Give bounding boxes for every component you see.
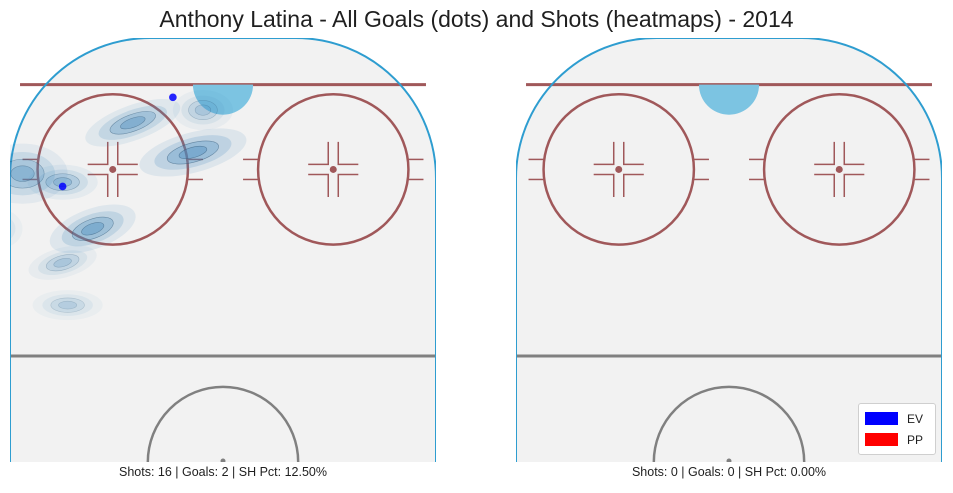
chart-title: Anthony Latina - All Goals (dots) and Sh…: [159, 6, 794, 32]
shot-density-contour: [166, 140, 219, 165]
boards: [516, 38, 942, 462]
legend-label-ev: EV: [907, 411, 924, 426]
faceoff-ring: [542, 93, 696, 246]
legend-entry-ev: EV: [865, 408, 929, 429]
l-marking: [623, 141, 644, 166]
shot-density-contour: [188, 100, 218, 121]
goal-crease: [698, 84, 760, 115]
shot-density-contour: [10, 211, 23, 247]
stats-left: Shots: 16 | Goals: 2 | SH Pct: 12.50%: [119, 465, 327, 479]
l-marking: [337, 141, 359, 166]
shot-density-contour: [61, 211, 124, 247]
shot-density-contour: [50, 297, 85, 313]
legend: EV PP: [858, 403, 936, 455]
faceoff-circle-left: [22, 93, 203, 246]
shot-density-contour: [120, 116, 146, 130]
shot-density-contour: [178, 145, 208, 160]
shot-density-contour: [10, 143, 68, 204]
shot-density-contour: [81, 222, 105, 236]
stats-right: Shots: 0 | Goals: 0 | SH Pct: 0.00%: [631, 465, 827, 479]
shot-density-contour: [181, 95, 225, 125]
legend-swatch-pp: [865, 433, 898, 446]
l-marking: [87, 173, 109, 198]
l-marking: [843, 141, 865, 166]
goal-dot: [58, 182, 67, 191]
l-marking: [337, 173, 359, 198]
l-marking: [814, 141, 835, 166]
shot-density-contour: [10, 165, 35, 182]
l-marking: [593, 141, 615, 166]
shot-density-contour: [10, 218, 16, 240]
shot-density-contour: [32, 290, 103, 321]
faceoff-ring: [36, 93, 190, 246]
legend-entry-pp: PP: [865, 429, 929, 450]
shot-heatmap: [10, 90, 247, 321]
l-marking: [87, 141, 109, 166]
shot-density-contour: [45, 173, 80, 191]
shot-density-contour: [27, 164, 98, 200]
shot-density-contour: [10, 152, 55, 196]
center-circle: [652, 385, 806, 462]
faceoff-ring: [256, 93, 410, 246]
legend-label-pp: PP: [907, 432, 924, 447]
faceoff-ring: [762, 93, 916, 246]
shot-density-contour: [10, 158, 45, 189]
shot-density-contour: [154, 135, 232, 170]
shot-density-contour: [194, 104, 212, 116]
shot-density-contour: [71, 216, 114, 241]
l-marking: [593, 173, 615, 198]
l-marking: [623, 173, 644, 198]
faceoff-circle-left: [528, 93, 709, 246]
l-marking: [814, 173, 835, 198]
shot-density-contour: [98, 105, 167, 140]
center-dot: [726, 458, 732, 462]
l-marking: [117, 141, 138, 166]
shot-density-contour: [28, 245, 97, 280]
l-marking: [843, 173, 865, 198]
legend-swatch-ev: [865, 412, 898, 425]
l-marking: [308, 173, 329, 198]
faceoff-dot: [615, 165, 623, 173]
goal-crease: [192, 84, 254, 115]
goal-dot: [169, 93, 177, 102]
shot-density-contour: [53, 257, 72, 268]
shot-density-contour: [38, 250, 88, 276]
center-dot: [220, 458, 226, 462]
rink-left: [10, 38, 436, 462]
faceoff-dot: [329, 165, 337, 173]
shot-density-contour: [37, 169, 88, 195]
shot-density-contour: [42, 294, 93, 316]
faceoff-circle-right: [243, 93, 424, 246]
shot-density-contour: [58, 300, 78, 310]
rink-right: [516, 38, 942, 462]
boards: [10, 38, 436, 462]
shot-density-contour: [139, 128, 247, 177]
shot-density-contour: [172, 90, 234, 131]
faceoff-dot: [109, 165, 117, 173]
shot-density-contour: [85, 99, 181, 147]
faceoff-dot: [835, 165, 843, 173]
faceoff-circle-right: [749, 93, 930, 246]
shot-density-contour: [49, 204, 136, 254]
l-marking: [308, 141, 329, 166]
l-marking: [117, 173, 138, 198]
shot-density-contour: [45, 254, 80, 272]
center-circle: [146, 385, 300, 462]
